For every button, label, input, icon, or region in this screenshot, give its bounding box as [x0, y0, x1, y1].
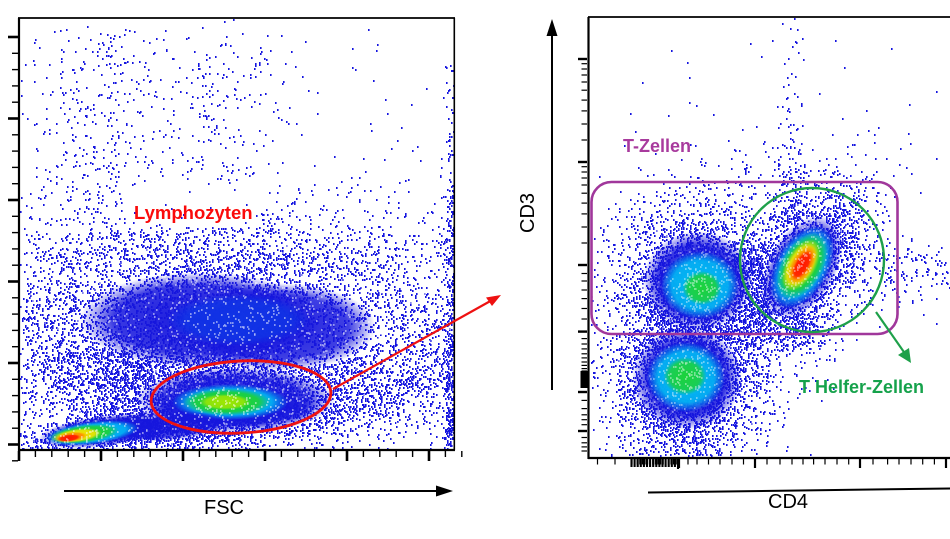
svg-text:Lymphozyten: Lymphozyten — [134, 202, 253, 223]
svg-text:CD3: CD3 — [517, 193, 539, 233]
svg-text:CD4: CD4 — [768, 491, 808, 513]
svg-text:T Helfer-Zellen: T Helfer-Zellen — [799, 377, 924, 397]
svg-text:T-Zellen: T-Zellen — [623, 136, 691, 156]
svg-text:FSC: FSC — [204, 497, 244, 519]
